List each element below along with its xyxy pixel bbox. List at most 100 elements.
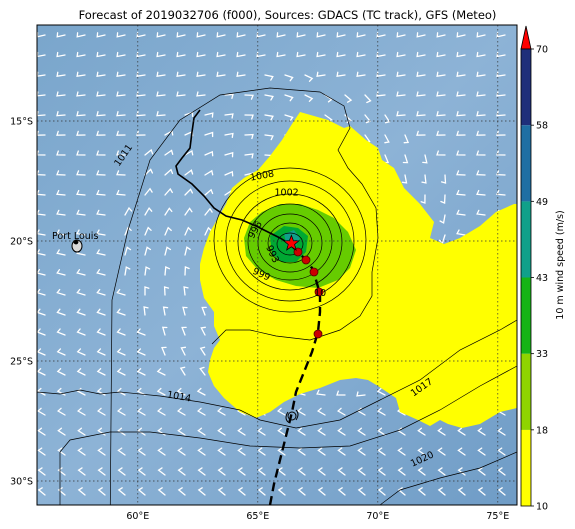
wind-barb xyxy=(162,306,169,316)
wind-barb xyxy=(76,32,86,38)
wind-barb xyxy=(457,427,466,436)
wind-barb xyxy=(217,487,226,496)
wind-barb xyxy=(297,427,306,436)
wind-barb xyxy=(56,51,66,58)
wind-barb xyxy=(417,487,426,496)
wind-barb xyxy=(217,447,226,456)
wind-barb xyxy=(416,130,426,136)
wind-barb xyxy=(217,407,226,416)
wind-barb xyxy=(456,130,466,136)
wind-barb xyxy=(257,467,266,476)
wind-barb xyxy=(76,111,86,117)
wind-barb xyxy=(422,154,428,164)
wind-barb xyxy=(377,467,386,476)
wind-barb xyxy=(184,169,194,176)
wind-barb xyxy=(476,51,486,58)
wind-barb xyxy=(477,447,486,456)
wind-barb xyxy=(56,150,66,156)
wind-barb xyxy=(496,170,506,176)
colorbar-tick-label: 70 xyxy=(536,45,548,56)
wind-barb xyxy=(196,91,206,97)
wind-barb xyxy=(376,387,386,396)
wind-barb xyxy=(56,170,66,176)
wind-barb xyxy=(196,51,206,58)
colorbar: 10 18 33 43 49 58 70 10 m wind speed (m/s) xyxy=(520,25,566,513)
wind-barb xyxy=(137,467,146,476)
wind-barb xyxy=(96,368,106,376)
map-frame xyxy=(36,24,518,506)
wind-barb xyxy=(157,407,166,416)
colorbar-tick-label: 58 xyxy=(536,121,548,132)
wind-barb xyxy=(136,328,146,336)
wind-barb xyxy=(199,346,206,356)
wind-barb xyxy=(317,407,326,416)
wind-barb xyxy=(276,51,286,58)
wind-barb xyxy=(96,209,106,216)
wind-barb xyxy=(76,170,86,176)
wind-barb xyxy=(264,114,274,121)
wind-barb xyxy=(56,269,66,276)
wind-barb xyxy=(437,447,446,456)
wind-barb xyxy=(436,130,446,136)
wind-barb xyxy=(277,487,286,496)
wind-barb xyxy=(337,467,346,476)
lat-tick-label: 25°S xyxy=(10,357,33,368)
wind-barb xyxy=(117,487,126,496)
wind-barb xyxy=(204,207,213,216)
wind-barb xyxy=(316,71,326,77)
wind-barb xyxy=(37,170,46,176)
wind-barb xyxy=(57,487,66,496)
wind-barb xyxy=(76,91,86,97)
wind-barb xyxy=(456,51,466,58)
wind-barb xyxy=(144,206,153,216)
forecast-points xyxy=(293,247,324,339)
wind-barb xyxy=(76,229,86,236)
lon-tick-label: 65°E xyxy=(246,511,269,522)
wind-barb xyxy=(496,150,506,156)
wind-barb xyxy=(438,234,446,244)
wind-barb xyxy=(144,266,151,276)
wind-barb xyxy=(264,74,274,81)
wind-barb xyxy=(216,51,226,58)
wind-barb xyxy=(116,91,126,97)
wind-barb xyxy=(224,151,234,158)
wind-barb xyxy=(37,467,46,476)
wind-barb xyxy=(276,32,286,38)
wind-barb xyxy=(124,226,132,236)
wind-barb xyxy=(257,447,266,456)
wind-barb xyxy=(56,32,66,38)
isobars xyxy=(37,87,517,505)
wind-barb xyxy=(143,306,149,316)
wind-barb xyxy=(497,447,506,456)
wind-barb xyxy=(224,113,234,119)
wind-barb xyxy=(184,266,190,276)
wind-barb xyxy=(477,467,486,476)
wind-barb xyxy=(357,427,366,436)
wind-barb xyxy=(116,170,126,176)
wind-barb xyxy=(204,226,212,236)
wind-barb xyxy=(440,174,447,184)
wind-barb xyxy=(156,32,166,38)
lat-tick-label: 20°S xyxy=(10,237,33,248)
wind-barb xyxy=(456,170,466,176)
wind-barb xyxy=(124,246,132,256)
wind-barb xyxy=(204,112,214,118)
wind-barb xyxy=(356,32,366,38)
wind-barb xyxy=(476,170,486,176)
wind-barb xyxy=(184,226,192,236)
wind-barb xyxy=(396,71,406,77)
lon-tick-label: 60°E xyxy=(126,511,149,522)
colorbar-segment xyxy=(521,277,531,354)
wind-barb xyxy=(179,366,186,376)
colorbar-label: 10 m wind speed (m/s) xyxy=(555,210,566,319)
wind-barb xyxy=(76,209,86,216)
wind-barb xyxy=(57,407,66,416)
axis-ticks: 60°E 65°E 70°E 75°E 15°S 20°S 25°S 30°S xyxy=(10,117,509,523)
figure-title: Forecast of 2019032706 (f000), Sources: … xyxy=(78,8,497,22)
wind-barb xyxy=(277,407,286,416)
wind-barb xyxy=(397,487,406,496)
wind-barb xyxy=(337,447,346,456)
wind-barb xyxy=(37,130,46,136)
wind-barb xyxy=(217,427,226,436)
